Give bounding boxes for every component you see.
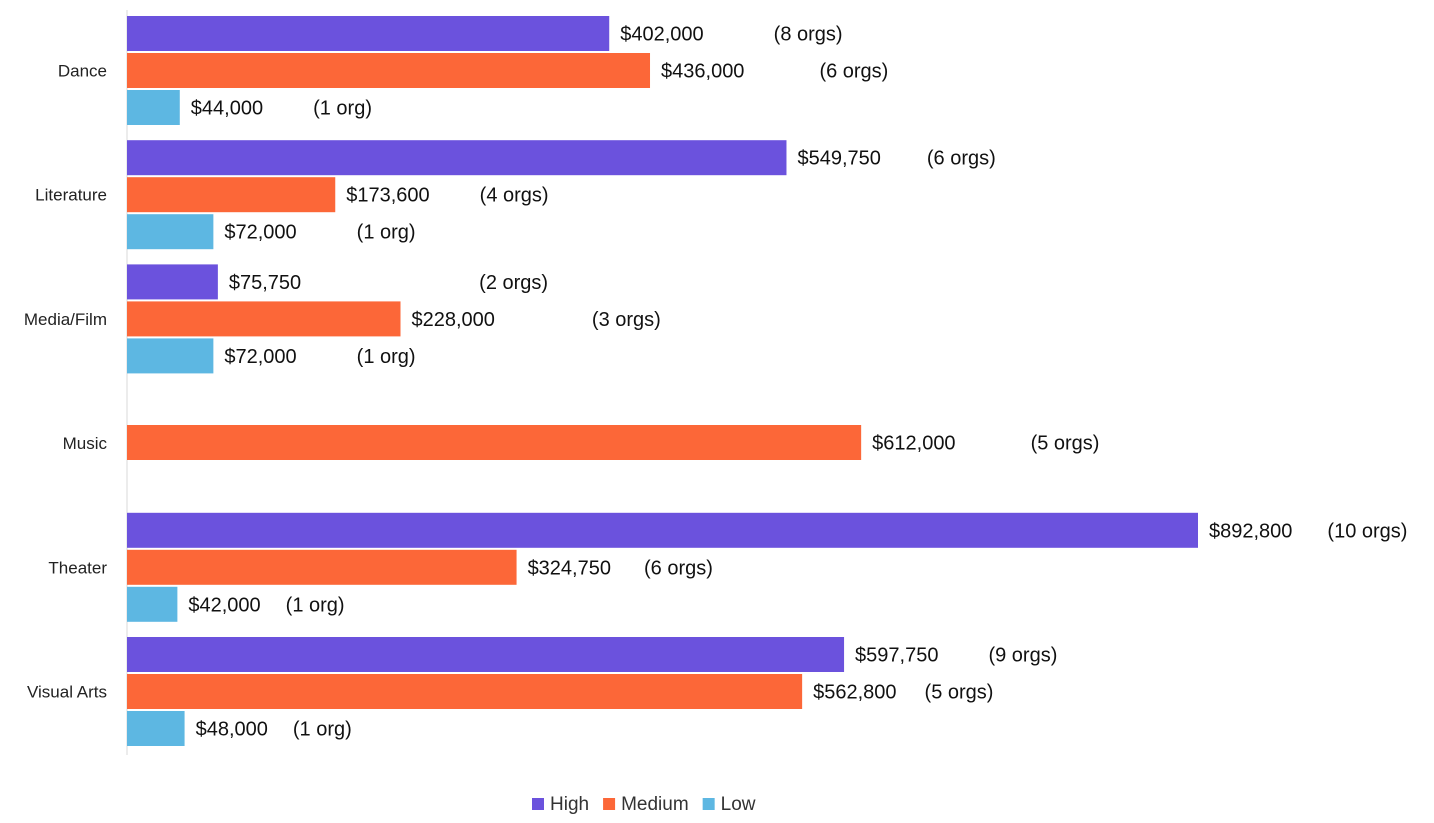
category-label-dance: Dance [58, 62, 107, 81]
bar-literature-low [127, 214, 214, 250]
legend-swatch-medium [603, 798, 616, 810]
count-label-theater-medium: (6 orgs) [644, 557, 713, 579]
value-label-media-film-low: $72,000 [224, 346, 296, 368]
count-label-media-film-low: (1 org) [357, 346, 416, 368]
bars-group [127, 16, 1198, 746]
bar-literature-medium [127, 177, 336, 213]
value-label-media-film-high: $75,750 [229, 272, 301, 294]
category-label-literature: Literature [35, 186, 107, 205]
count-label-visual-arts-high: (9 orgs) [988, 645, 1057, 667]
value-label-visual-arts-medium: $562,800 [813, 682, 896, 704]
category-label-theater: Theater [48, 558, 107, 577]
count-label-visual-arts-medium: (5 orgs) [925, 682, 994, 704]
value-label-visual-arts-low: $48,000 [196, 719, 268, 741]
legend-label-high: High [550, 794, 589, 815]
bar-visual-arts-high [127, 637, 845, 672]
category-label-visual-arts: Visual Arts [27, 683, 107, 702]
value-label-music-medium: $612,000 [872, 433, 955, 455]
count-label-literature-low: (1 org) [357, 222, 416, 244]
bar-media-film-high [127, 264, 218, 300]
bar-visual-arts-low [127, 711, 185, 746]
count-label-dance-low: (1 org) [313, 98, 372, 120]
count-label-literature-medium: (4 orgs) [480, 185, 549, 207]
count-label-music-medium: (5 orgs) [1031, 433, 1100, 455]
value-label-dance-low: $44,000 [191, 98, 263, 120]
bar-dance-medium [127, 53, 651, 88]
legend-swatch-low [702, 798, 715, 810]
value-label-dance-high: $402,000 [620, 24, 703, 46]
value-label-theater-low: $42,000 [188, 594, 260, 616]
bar-visual-arts-medium [127, 674, 803, 709]
value-label-theater-high: $892,800 [1209, 520, 1292, 542]
bar-dance-low [127, 90, 180, 125]
legend-label-medium: Medium [621, 794, 689, 815]
value-label-literature-high: $549,750 [797, 148, 880, 170]
count-label-theater-high: (10 orgs) [1327, 520, 1407, 542]
legend: High Medium Low [532, 794, 756, 815]
legend-swatch-high [532, 798, 544, 810]
bar-theater-medium [127, 549, 517, 585]
bar-dance-high [127, 16, 610, 51]
bar-theater-low [127, 586, 178, 622]
value-label-theater-medium: $324,750 [528, 557, 611, 579]
legend-label-low: Low [721, 794, 756, 815]
category-label-media-film: Media/Film [24, 310, 107, 329]
bar-media-film-medium [127, 301, 401, 337]
value-label-visual-arts-high: $597,750 [855, 645, 938, 667]
count-label-dance-high: (8 orgs) [774, 24, 843, 46]
value-label-media-film-medium: $228,000 [412, 309, 495, 331]
count-label-literature-high: (6 orgs) [927, 148, 996, 170]
bar-theater-high [127, 512, 1198, 548]
bar-literature-high [127, 140, 787, 176]
count-label-media-film-medium: (3 orgs) [592, 309, 661, 331]
count-label-dance-medium: (6 orgs) [819, 61, 888, 83]
bar-music-medium [127, 425, 862, 460]
count-label-visual-arts-low: (1 org) [293, 719, 352, 741]
category-label-music: Music [63, 434, 108, 453]
value-labels-group: $402,000 (8 orgs) $436,000 (6 orgs) $44,000 (… [188, 24, 1407, 741]
value-label-literature-medium: $173,600 [346, 185, 429, 207]
count-label-media-film-high: (2 orgs) [479, 272, 548, 294]
value-label-dance-medium: $436,000 [661, 61, 744, 83]
bar-media-film-low [127, 338, 214, 374]
value-label-literature-low: $72,000 [224, 222, 296, 244]
category-labels-group: Dance Literature Media/Film Music Theater Vis… [24, 62, 108, 702]
count-label-theater-low: (1 org) [286, 594, 345, 616]
